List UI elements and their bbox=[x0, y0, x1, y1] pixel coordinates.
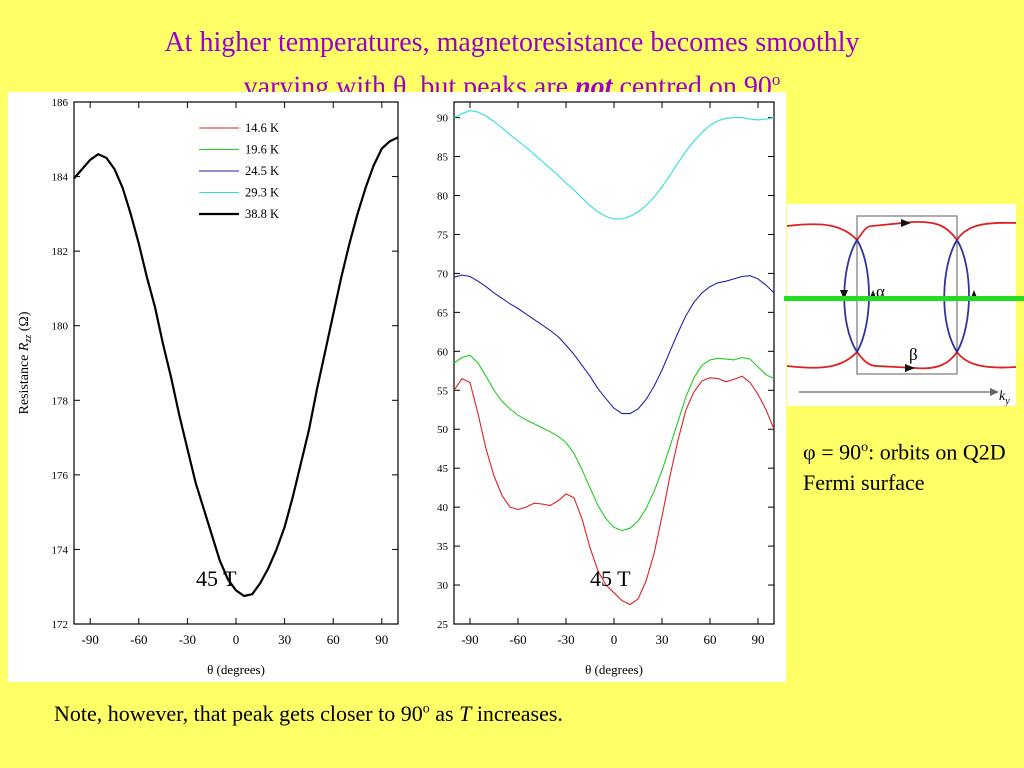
x-tick-label: 60 bbox=[704, 632, 717, 647]
y-tick-label: 172 bbox=[52, 619, 69, 631]
x-tick-label: 30 bbox=[656, 632, 669, 647]
ky-label: ky bbox=[999, 389, 1010, 406]
y-tick-label: 180 bbox=[52, 321, 69, 333]
y-tick-label: 65 bbox=[437, 307, 449, 319]
bottom-note: Note, however, that peak gets closer to … bbox=[54, 701, 563, 727]
legend-label: 24.5 K bbox=[245, 164, 279, 178]
y-tick-label: 176 bbox=[52, 470, 69, 482]
y-tick-label: 35 bbox=[437, 541, 449, 553]
note-b: as bbox=[429, 701, 460, 726]
y-tick-label: 50 bbox=[437, 424, 449, 436]
fermi-surface-svg: α β ky bbox=[787, 215, 1016, 406]
alpha-label: α bbox=[876, 282, 885, 301]
ky-arrowhead bbox=[990, 388, 999, 396]
x-tick-label: 0 bbox=[611, 632, 618, 647]
chart-1: -90 -60 -30 0 30 60 90 172 174 176 178 180 182 184 186… bbox=[17, 97, 399, 677]
orbit-caption: φ = 90o: orbits on Q2D Fermi surface bbox=[803, 432, 1018, 498]
field-direction-bar bbox=[784, 296, 1024, 301]
ylabel-text: Resistance bbox=[17, 351, 32, 414]
note-sup: o bbox=[422, 701, 430, 717]
y-tick-label: 85 bbox=[437, 152, 449, 164]
title-line-1: At higher temperatures, magnetoresistanc… bbox=[164, 27, 860, 58]
y-tick-label: 186 bbox=[52, 97, 69, 109]
note-c: increases. bbox=[471, 701, 563, 726]
plot-frame bbox=[73, 101, 399, 625]
ylabel-symbol: R bbox=[17, 342, 32, 352]
brillouin-zone-box bbox=[856, 215, 958, 375]
ylabel-unit: (Ω) bbox=[17, 311, 32, 335]
y-tick-label: 182 bbox=[52, 246, 69, 258]
right-alpha-orbit bbox=[943, 238, 970, 354]
arrow-left-orbit bbox=[840, 290, 848, 300]
x-axis-label: θ (degrees) bbox=[207, 662, 265, 677]
plot-frame bbox=[453, 101, 775, 625]
y-tick-label: 30 bbox=[437, 580, 449, 592]
x-tick-label: -30 bbox=[557, 632, 574, 647]
lower-fermi-sheet bbox=[787, 350, 1016, 370]
chart-2: -90 -60 -30 0 30 60 90 25 30 35 40 45 50 55 60 65 70 75 80… bbox=[437, 101, 775, 677]
x-tick-label: -60 bbox=[509, 632, 526, 647]
ky-subscript: y bbox=[1004, 396, 1010, 406]
series-line-19_6-K bbox=[453, 354, 775, 532]
x-tick-label: -90 bbox=[461, 632, 478, 647]
left-alpha-orbit bbox=[843, 238, 870, 354]
legend-label: 14.6 K bbox=[245, 121, 279, 135]
note-a: Note, however, that peak gets closer to … bbox=[54, 701, 423, 726]
upper-fermi-sheet bbox=[787, 221, 1016, 242]
y-tick-label: 25 bbox=[437, 619, 449, 631]
caption-eq: = 90 bbox=[815, 439, 862, 465]
x-tick-label: 90 bbox=[375, 632, 388, 647]
beta-label: β bbox=[909, 345, 918, 364]
charts-svg: -90 -60 -30 0 30 60 90 172 174 176 178 180 182 184 186… bbox=[17, 97, 775, 677]
x-tick-label: 90 bbox=[752, 632, 765, 647]
legend-label: 29.3 K bbox=[245, 186, 279, 200]
y-tick-label: 90 bbox=[437, 113, 449, 125]
x-tick-label: 0 bbox=[233, 632, 240, 647]
y-tick-label: 60 bbox=[437, 346, 449, 358]
fermi-surface-diagram: α β ky bbox=[787, 204, 1016, 406]
x-tick-label: 60 bbox=[327, 632, 340, 647]
caption-rest: : orbits on Q2D Fermi surface bbox=[803, 439, 1006, 496]
y-tick-label: 178 bbox=[52, 395, 69, 407]
right-field-label: 45 T bbox=[590, 566, 631, 591]
title-degree-sup: o bbox=[771, 70, 781, 89]
legend-label: 19.6 K bbox=[245, 143, 279, 157]
x-tick-label: -30 bbox=[179, 632, 196, 647]
ky-k: k bbox=[999, 389, 1006, 404]
y-tick-label: 55 bbox=[437, 385, 449, 397]
y-tick-label: 80 bbox=[437, 190, 449, 202]
series-line-24_5-K bbox=[453, 274, 775, 415]
y-axis-label: Resistance Rzz (Ω) bbox=[17, 311, 34, 414]
charts-panel: -90 -60 -30 0 30 60 90 172 174 176 178 180 182 184 186… bbox=[8, 92, 786, 682]
y-tick-label: 70 bbox=[437, 268, 449, 280]
left-field-label: 45 T bbox=[196, 566, 237, 591]
field-direction-line bbox=[784, 296, 1024, 301]
x-axis-label: θ (degrees) bbox=[585, 662, 643, 677]
arrow-lower bbox=[905, 364, 915, 372]
caption-sup: o bbox=[861, 440, 869, 455]
ylabel-subscript: zz bbox=[23, 335, 34, 344]
y-tick-label: 45 bbox=[437, 463, 449, 475]
y-tick-label: 174 bbox=[52, 544, 69, 556]
x-tick-label: -90 bbox=[82, 632, 99, 647]
note-t: T bbox=[459, 701, 472, 726]
y-tick-label: 40 bbox=[437, 502, 449, 514]
x-tick-label: -60 bbox=[130, 632, 147, 647]
y-tick-label: 75 bbox=[437, 229, 449, 241]
caption-phi: φ bbox=[803, 439, 816, 465]
y-tick-label: 184 bbox=[52, 172, 69, 184]
series-line-29_3-K bbox=[453, 110, 775, 220]
arrow-upper bbox=[901, 219, 911, 227]
series-line-14_6-K bbox=[453, 375, 775, 606]
x-tick-label: 30 bbox=[278, 632, 291, 647]
legend-label: 38.8 K bbox=[245, 207, 279, 221]
series-line-38_8-K bbox=[73, 136, 399, 598]
